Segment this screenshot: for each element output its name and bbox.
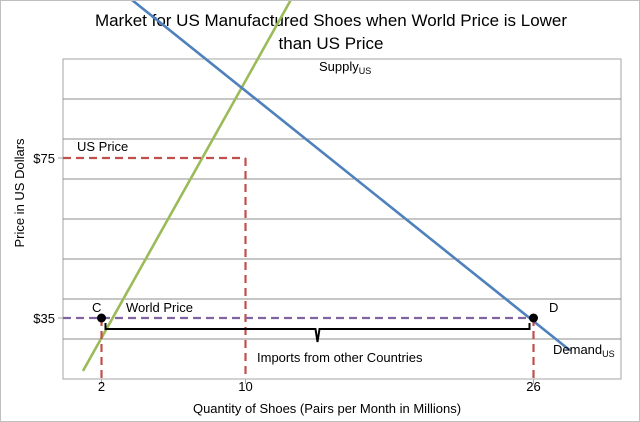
point-c (97, 313, 106, 323)
demand-label: DemandUS (553, 342, 615, 359)
imports-bracket (104, 323, 531, 343)
x-axis-title: Quantity of Shoes (Pairs per Month in Mi… (193, 401, 461, 416)
demand-line (131, 1, 571, 352)
world-price-label: World Price (126, 300, 193, 315)
y-tick-label-75: $75 (33, 151, 55, 166)
imports-label: Imports from other Countries (257, 350, 423, 365)
x-tick-label-2: 2 (98, 379, 105, 394)
y-tick-label-35: $35 (33, 311, 55, 326)
y-axis-title: Price in US Dollars (12, 138, 27, 248)
x-tick-label-10: 10 (238, 379, 252, 394)
us-price-label: US Price (77, 139, 128, 154)
point-d-label: D (549, 300, 558, 315)
supply-line (82, 1, 292, 372)
supply-label: SupplyUS (319, 59, 371, 76)
point-d (529, 313, 538, 323)
point-c-label: C (92, 300, 101, 315)
chart-title-line-1: Market for US Manufactured Shoes when Wo… (94, 11, 568, 30)
x-tick-label-26: 26 (526, 379, 540, 394)
chart-title-line-2: than US Price (278, 34, 384, 53)
